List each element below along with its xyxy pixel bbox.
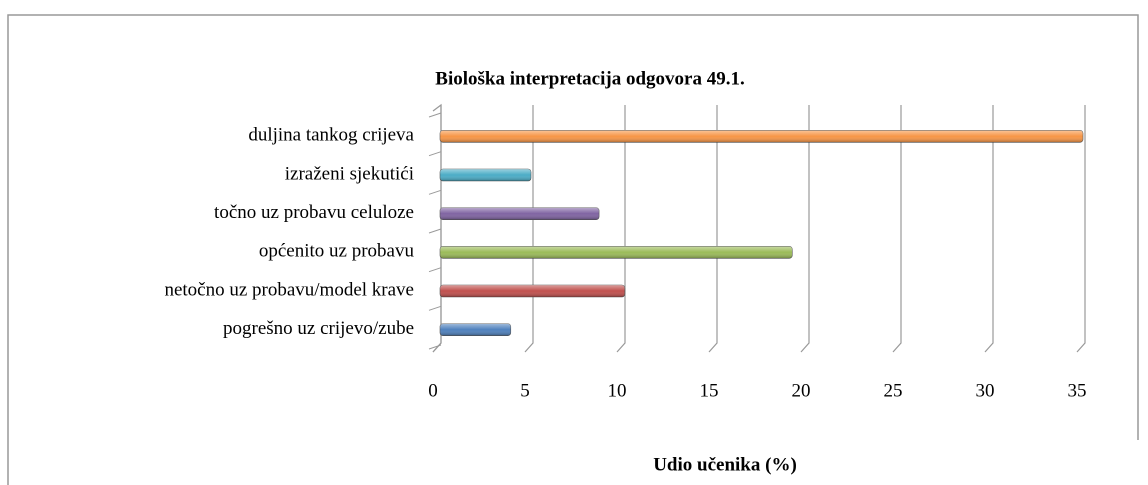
grid-line [432, 105, 442, 353]
y-tick-label: izraženi sjekutići [285, 163, 414, 184]
x-tick-label: 10 [608, 380, 627, 401]
chart-title: Biološka interpretacija odgovora 49.1. [435, 68, 744, 89]
x-tick-label: 5 [520, 380, 530, 401]
y-tick [428, 112, 442, 118]
x-tick-label: 30 [976, 380, 995, 401]
y-tick [428, 189, 442, 195]
grid-line [708, 105, 718, 353]
x-tick-label: 35 [1068, 380, 1087, 401]
y-tick [428, 344, 442, 350]
y-tick-label: općenito uz probavu [259, 241, 415, 262]
x-tick-label: 25 [884, 380, 903, 401]
bar-shade [440, 246, 793, 259]
grid-line [984, 105, 994, 353]
y-tick [428, 267, 442, 273]
bar-shade [440, 323, 511, 336]
bar-shade [440, 285, 625, 297]
grid-line [892, 105, 902, 353]
y-tick [428, 305, 442, 311]
x-tick-label: 20 [792, 380, 811, 401]
grid-line [524, 105, 534, 353]
y-tick-label: netočno uz probavu/model krave [164, 279, 414, 300]
y-tick [428, 228, 442, 234]
x-tick-label: 15 [700, 380, 719, 401]
bar-shade [440, 207, 600, 220]
y-tick-label: pogrešno uz crijevo/zube [223, 318, 414, 339]
y-tick [428, 151, 442, 157]
grid-line [1076, 105, 1086, 353]
frame [7, 14, 1139, 485]
x-tick-label: 0 [428, 380, 438, 401]
y-axis [432, 103, 442, 353]
y-tick-label: duljina tankog crijeva [248, 125, 414, 146]
x-axis-label: Udio učenika (%) [653, 454, 797, 475]
bar-shade [440, 169, 531, 181]
bar-shade [440, 130, 1083, 143]
grid-line [616, 105, 626, 353]
y-tick-label: točno uz probavu celuloze [214, 202, 414, 223]
grid-line [800, 105, 810, 353]
